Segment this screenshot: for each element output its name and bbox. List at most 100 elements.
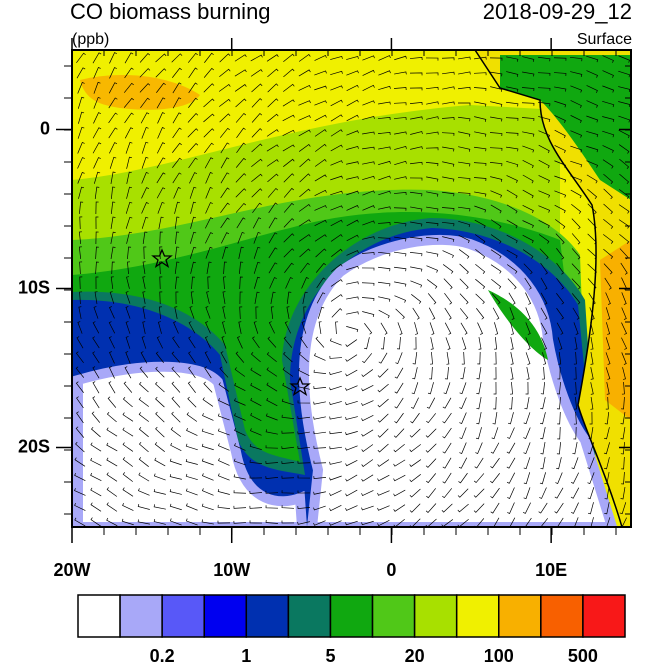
wind-barb <box>188 351 196 364</box>
wind-barb <box>77 141 85 154</box>
wind-barb <box>377 237 391 241</box>
wind-barb <box>235 188 247 198</box>
wind-barb <box>346 70 359 76</box>
wind-barb <box>109 306 115 319</box>
wind-barb <box>619 189 630 199</box>
wind-barb <box>618 55 631 63</box>
wind-barb <box>346 56 359 60</box>
wind-barb <box>619 233 630 244</box>
wind-barb <box>250 428 262 436</box>
wind-barb <box>476 412 482 425</box>
wind-barb <box>251 128 263 138</box>
wind-barb <box>205 321 211 334</box>
wind-barb <box>458 56 471 60</box>
wind-barb <box>460 322 468 335</box>
wind-barb <box>253 246 261 259</box>
wind-barb <box>554 100 567 108</box>
wind-barb <box>267 187 279 198</box>
wind-barb <box>233 474 246 480</box>
wind-barb <box>314 85 327 91</box>
wind-barb <box>76 336 84 349</box>
wind-barb <box>95 261 99 275</box>
wind-barb <box>602 130 615 138</box>
wind-barb <box>250 382 262 392</box>
wind-barb <box>522 205 534 214</box>
wind-barb <box>329 416 342 420</box>
wind-barb <box>217 504 231 509</box>
wind-barb <box>570 85 583 93</box>
wind-barb <box>106 502 118 512</box>
wind-barb <box>602 70 614 78</box>
wind-barb <box>141 156 149 169</box>
wind-barb <box>346 205 359 211</box>
wind-barb <box>394 382 404 394</box>
colorbar-box <box>498 594 542 638</box>
wind-barb <box>540 397 546 410</box>
wind-barb <box>313 401 326 405</box>
wind-barb <box>265 519 279 524</box>
land-dry <box>600 240 631 420</box>
wind-barb <box>219 113 231 123</box>
wind-barb <box>201 503 214 511</box>
wind-barb <box>426 191 439 197</box>
wind-barb <box>138 397 150 407</box>
wind-barb <box>141 172 149 184</box>
wind-barb <box>298 234 311 242</box>
wind-barb <box>234 428 246 436</box>
wind-barb <box>590 367 594 380</box>
wind-barb <box>586 174 598 184</box>
wind-barb <box>394 55 407 61</box>
wind-barb <box>554 517 564 527</box>
wind-barb <box>185 473 198 481</box>
wind-barb <box>92 321 100 334</box>
wind-barb <box>297 446 311 450</box>
wind-barb <box>409 444 421 453</box>
wind-barb <box>345 369 358 377</box>
wind-barb <box>556 277 565 290</box>
wind-barb <box>441 207 455 212</box>
wind-barb <box>90 517 102 527</box>
wind-barb <box>410 397 419 409</box>
wind-barb <box>619 173 630 185</box>
wind-barb <box>204 217 214 229</box>
wind-barb <box>605 307 611 320</box>
wind-barb <box>255 306 259 320</box>
wind-barb <box>142 231 148 244</box>
wind-barb <box>345 489 358 497</box>
wind-barb <box>284 321 292 334</box>
wind-barb <box>76 67 86 79</box>
wind-barb <box>506 472 516 484</box>
wind-barb <box>378 206 391 210</box>
wind-barb <box>602 85 615 93</box>
wind-barb <box>425 428 437 438</box>
wind-barb <box>124 112 134 124</box>
wind-barb <box>526 367 530 380</box>
wind-barb <box>377 368 389 378</box>
wind-barb <box>362 161 375 165</box>
wind-barb <box>476 382 482 395</box>
wind-barb <box>590 322 594 335</box>
wind-barb <box>459 382 467 395</box>
wind-barb <box>94 186 100 199</box>
wind-barb <box>345 416 358 420</box>
wind-barb <box>362 311 375 317</box>
title: CO biomass burning <box>70 0 271 24</box>
wind-barb <box>239 261 244 275</box>
wind-barb <box>109 291 115 304</box>
wind-barb <box>458 220 471 228</box>
wind-barb <box>90 457 102 467</box>
wind-barb <box>618 115 631 123</box>
wind-barb <box>281 490 295 494</box>
wind-barb <box>155 68 167 78</box>
wind-barb <box>459 397 467 409</box>
wind-barb <box>92 142 102 154</box>
wind-barb <box>234 84 247 92</box>
wind-barb <box>378 266 391 272</box>
wind-barb <box>523 263 533 275</box>
wind-barb <box>187 128 199 138</box>
wind-barb <box>554 487 564 499</box>
wind-barb <box>362 55 375 61</box>
wind-barb <box>510 367 514 380</box>
wind-barb <box>506 264 518 274</box>
